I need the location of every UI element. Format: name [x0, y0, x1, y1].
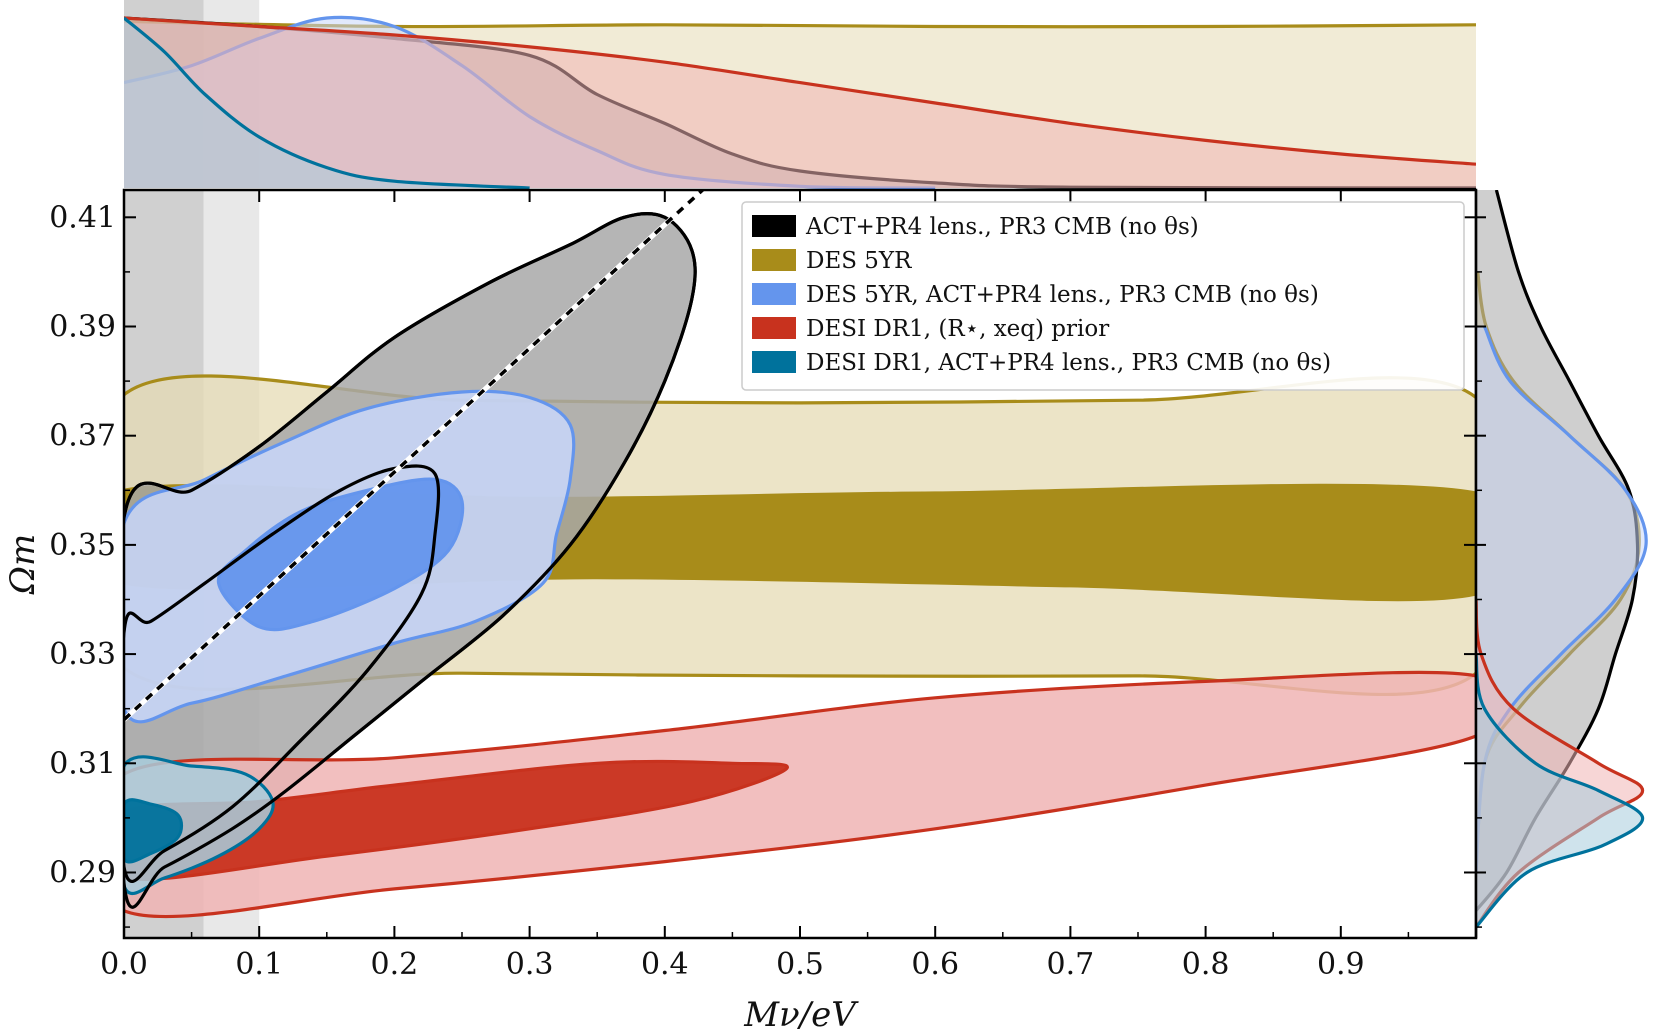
x-tick-label: 0.6 [911, 947, 959, 982]
series-5-top-marginal-fill [124, 18, 530, 188]
x-tick-label: 0.0 [100, 947, 148, 982]
legend-label-5: DESI DR1, ACT+PR4 lens., PR3 CMB (no θs) [806, 350, 1331, 376]
right-marginal-distributions [1476, 190, 1648, 929]
x-tick-label: 0.8 [1182, 947, 1230, 982]
legend-label-2: DES 5YR [806, 248, 912, 274]
series-4-top-marginal-line [124, 16, 1476, 166]
x-tick-label: 0.3 [506, 947, 554, 982]
series-5-top-marginal-line [124, 16, 530, 190]
series-1-contour-95-outline [124, 211, 697, 909]
legend: ACT+PR4 lens., PR3 CMB (no θs) DES 5YR DES… [741, 201, 1465, 391]
y-tick-label: 0.31 [49, 746, 116, 781]
series-1-contour-68-outline [124, 464, 441, 883]
right-marginal-panel [1474, 190, 1648, 938]
y-tick-label: 0.35 [49, 528, 116, 563]
y-tick-label: 0.37 [49, 419, 116, 454]
series-4-top-marginal-fill [124, 18, 1476, 188]
legend-swatch-5 [752, 351, 796, 373]
y-tick-label: 0.29 [49, 855, 116, 890]
degeneracy-line-group [124, 190, 707, 722]
series-3-contour-68 [216, 477, 465, 632]
main-contours [124, 211, 1476, 919]
y-axis-ticks: 0.29 0.31 0.33 0.35 0.37 0.39 0.41 [49, 200, 1476, 928]
legend-swatch-4 [752, 317, 796, 339]
degeneracy-line [124, 190, 706, 721]
x-tick-label: 0.9 [1317, 947, 1365, 982]
y-tick-label: 0.39 [49, 309, 116, 344]
series-5-contour-68 [124, 798, 184, 864]
top-marginal-panel [124, 0, 1476, 190]
legend-label-3: DES 5YR, ACT+PR4 lens., PR3 CMB (no θs) [806, 282, 1319, 308]
x-tick-label: 0.2 [371, 947, 419, 982]
legend-label-4: DESI DR1, (R⋆, xeq) prior [806, 316, 1109, 342]
legend-entries: ACT+PR4 lens., PR3 CMB (no θs) DES 5YR DES… [752, 214, 1331, 376]
y-tick-label: 0.41 [49, 200, 116, 235]
legend-swatch-1 [752, 215, 796, 237]
y-axis-title: Ωm [3, 534, 43, 595]
series-5-right-marginal-line [1476, 653, 1645, 929]
x-axis-title: Mν/eV [743, 995, 859, 1035]
x-tick-label: 0.4 [641, 947, 689, 982]
series-3-right-marginal-fill [1476, 326, 1647, 873]
legend-box [741, 201, 1465, 391]
x-tick-label: 0.7 [1047, 947, 1095, 982]
x-axis-ticks: 0.0 0.1 0.2 0.3 0.4 0.5 0.6 0.7 0.8 0.9 [100, 190, 1410, 982]
series-5-right-marginal-fill [1476, 654, 1643, 928]
legend-label-1: ACT+PR4 lens., PR3 CMB (no θs) [805, 214, 1199, 240]
x-tick-label: 0.5 [776, 947, 824, 982]
legend-swatch-3 [752, 283, 796, 305]
legend-swatch-2 [752, 249, 796, 271]
y-tick-label: 0.33 [49, 637, 116, 672]
main-panel: 0.0 0.1 0.2 0.3 0.4 0.5 0.6 0.7 0.8 0.9 0.290.310… [3, 188, 1478, 1035]
x-tick-label: 0.1 [235, 947, 283, 982]
top-marginal-distributions [124, 15, 1476, 190]
right-axis-ticks [1476, 216, 1486, 928]
